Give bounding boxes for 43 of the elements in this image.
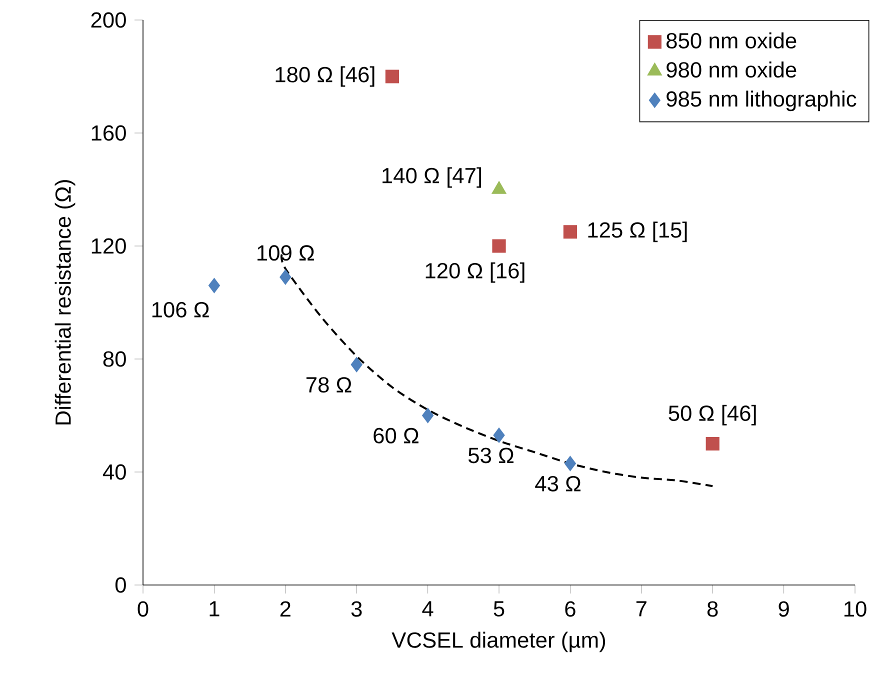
x-tick-label: 6 bbox=[565, 601, 576, 617]
annotation: 43 Ω bbox=[535, 476, 580, 492]
y-tick-label: 200 bbox=[91, 12, 126, 28]
y-axis-title: Differential resistance (Ω) bbox=[54, 180, 76, 424]
x-axis-title: VCSEL diameter (µm) bbox=[392, 632, 606, 652]
x-tick-label: 9 bbox=[778, 601, 789, 617]
point bbox=[706, 436, 720, 451]
y-tick-label: 160 bbox=[92, 125, 126, 141]
y-tick-label: 40 bbox=[102, 464, 126, 480]
legend-label: 985 nm lithographic bbox=[666, 90, 856, 112]
point bbox=[492, 239, 506, 253]
x-tick-label: 10 bbox=[844, 601, 866, 617]
point bbox=[350, 357, 362, 372]
annotation: 50 Ω [46] bbox=[668, 404, 756, 426]
y-tick-label: 0 bbox=[115, 577, 126, 593]
point bbox=[563, 225, 578, 239]
point bbox=[422, 408, 434, 424]
x-tick-label: 0 bbox=[138, 601, 148, 617]
point bbox=[493, 428, 505, 443]
annotation: 53 Ω bbox=[468, 448, 514, 464]
x-tick-label: 1 bbox=[210, 601, 220, 616]
point bbox=[564, 456, 576, 472]
annotation: 60 Ω bbox=[374, 428, 418, 444]
annotation: 106 Ω bbox=[152, 302, 209, 318]
annotation: 125 Ω [15] bbox=[588, 222, 687, 242]
legend-label: 850 nm oxide bbox=[666, 32, 796, 48]
point bbox=[208, 278, 220, 294]
annotation: 109 Ω bbox=[258, 245, 314, 261]
annotation: 180 Ω [46] bbox=[276, 66, 374, 87]
x-tick-label: 8 bbox=[707, 601, 718, 617]
annotation: 120 Ω [16] bbox=[426, 262, 524, 283]
y-tick-label: 120 bbox=[92, 238, 126, 254]
x-tick-label: 5 bbox=[494, 601, 504, 617]
y-tick-label: 80 bbox=[103, 351, 126, 367]
point bbox=[385, 70, 400, 84]
x-tick-label: 7 bbox=[636, 601, 646, 616]
legend-label: 980 nm oxide bbox=[666, 62, 796, 78]
annotation: 78 Ω bbox=[306, 377, 352, 393]
x-tick-label: 3 bbox=[351, 601, 362, 617]
x-tick-label: 4 bbox=[422, 601, 434, 616]
x-tick-label: 2 bbox=[280, 601, 290, 617]
point bbox=[280, 269, 292, 285]
annotation: 140 Ω [47] bbox=[382, 167, 482, 188]
